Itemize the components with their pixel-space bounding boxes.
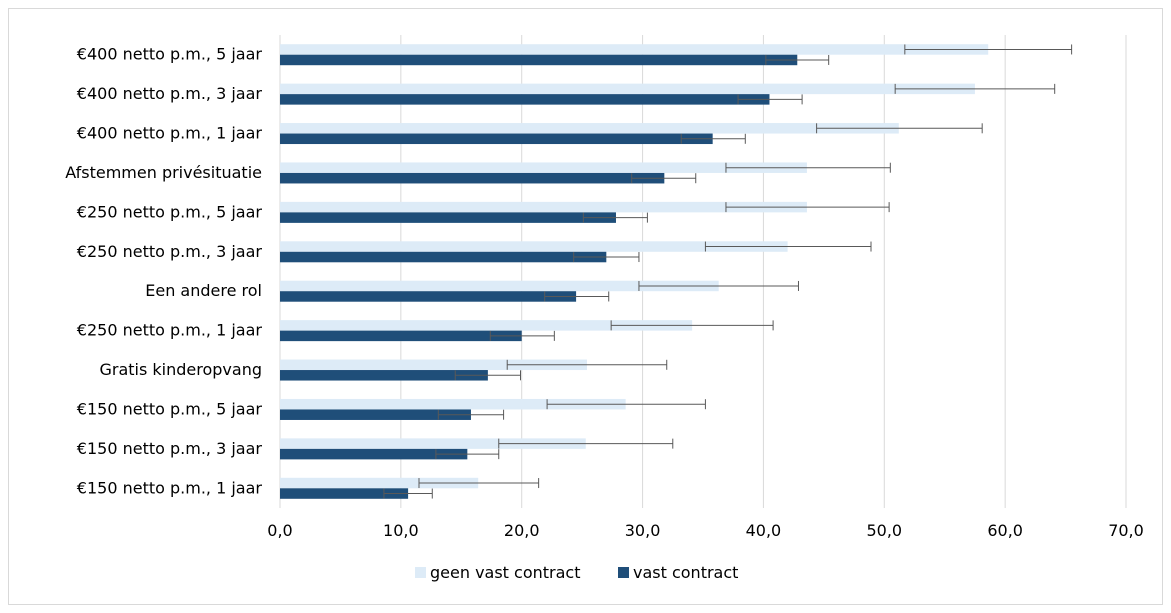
bar-vast-contract bbox=[280, 409, 471, 420]
x-tick-label: 20,0 bbox=[504, 521, 540, 540]
bar-vast-contract bbox=[280, 54, 798, 66]
legend-swatch-geen-vast-contract bbox=[415, 567, 426, 578]
bar-geen-vast-contract bbox=[280, 201, 807, 213]
bar-vast-contract bbox=[280, 212, 616, 223]
bar-geen-vast-contract bbox=[280, 280, 719, 292]
x-tick-labels: 0,0 10,0 20,0 30,0 40,0 50,0 60,0 70,0 bbox=[267, 521, 1144, 540]
gridlines bbox=[279, 35, 1127, 508]
category-label: Een andere rol bbox=[145, 281, 262, 300]
legend-swatch-vast-contract bbox=[618, 567, 629, 578]
x-tick-label: 10,0 bbox=[383, 521, 419, 540]
bar-vast-contract bbox=[280, 291, 577, 302]
bar-vast-contract bbox=[280, 488, 409, 499]
x-tick-label: 50,0 bbox=[866, 521, 902, 540]
category-label: €250 netto p.m., 1 jaar bbox=[77, 321, 263, 340]
chart-frame bbox=[8, 8, 1163, 605]
x-tick-label: 40,0 bbox=[746, 521, 782, 540]
legend-label: geen vast contract bbox=[430, 563, 581, 582]
bar-geen-vast-contract bbox=[280, 123, 899, 134]
bar-geen-vast-contract bbox=[280, 320, 693, 331]
bar-geen-vast-contract bbox=[280, 359, 587, 371]
bar-geen-vast-contract bbox=[280, 162, 807, 173]
category-label: €400 netto p.m., 1 jaar bbox=[77, 124, 263, 143]
category-label: €150 netto p.m., 5 jaar bbox=[77, 399, 263, 418]
x-tick-label: 60,0 bbox=[987, 521, 1023, 540]
bar-vast-contract bbox=[280, 251, 607, 263]
bar-geen-vast-contract bbox=[280, 44, 989, 55]
error-bars bbox=[383, 44, 1073, 499]
legend-label: vast contract bbox=[633, 563, 738, 582]
bar-vast-contract bbox=[280, 133, 713, 145]
legend: geen vast contract vast contract bbox=[415, 563, 738, 582]
category-label: €250 netto p.m., 5 jaar bbox=[77, 202, 263, 221]
bar-geen-vast-contract bbox=[280, 438, 586, 449]
bar-vast-contract bbox=[280, 330, 522, 342]
category-label: €150 netto p.m., 3 jaar bbox=[77, 439, 263, 458]
category-label: Gratis kinderopvang bbox=[99, 360, 262, 379]
bars bbox=[280, 44, 989, 499]
bar-vast-contract bbox=[280, 172, 665, 184]
bar-geen-vast-contract bbox=[280, 83, 975, 95]
bar-geen-vast-contract bbox=[280, 398, 626, 410]
category-label: €400 netto p.m., 3 jaar bbox=[77, 84, 263, 103]
bar-vast-contract bbox=[280, 448, 468, 460]
category-label: €150 netto p.m., 1 jaar bbox=[77, 478, 263, 497]
category-label: €400 netto p.m., 5 jaar bbox=[77, 45, 263, 64]
bar-vast-contract bbox=[280, 94, 770, 105]
category-label: Afstemmen privésituatie bbox=[65, 163, 262, 182]
x-tick-label: 30,0 bbox=[625, 521, 661, 540]
category-label: €250 netto p.m., 3 jaar bbox=[77, 242, 263, 261]
category-labels: €400 netto p.m., 5 jaar €400 netto p.m., … bbox=[65, 45, 262, 498]
x-tick-label: 70,0 bbox=[1108, 521, 1144, 540]
bar-vast-contract bbox=[280, 370, 488, 381]
bar-geen-vast-contract bbox=[280, 477, 479, 489]
bar-geen-vast-contract bbox=[280, 241, 788, 252]
x-tick-label: 0,0 bbox=[267, 521, 292, 540]
